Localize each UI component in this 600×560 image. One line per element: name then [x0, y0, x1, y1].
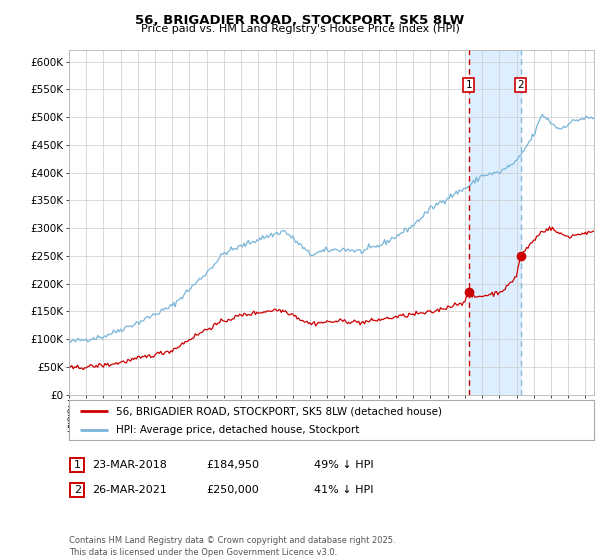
Text: 49% ↓ HPI: 49% ↓ HPI — [314, 460, 373, 470]
Text: 41% ↓ HPI: 41% ↓ HPI — [314, 485, 373, 495]
Text: 2: 2 — [74, 485, 81, 495]
Text: 23-MAR-2018: 23-MAR-2018 — [92, 460, 167, 470]
Text: £250,000: £250,000 — [206, 485, 259, 495]
Bar — [70, 483, 85, 497]
Text: £184,950: £184,950 — [206, 460, 259, 470]
Text: Price paid vs. HM Land Registry's House Price Index (HPI): Price paid vs. HM Land Registry's House … — [140, 24, 460, 34]
Text: 2: 2 — [517, 80, 524, 90]
Bar — [469, 50, 521, 395]
Bar — [70, 458, 85, 472]
Text: 56, BRIGADIER ROAD, STOCKPORT, SK5 8LW (detached house): 56, BRIGADIER ROAD, STOCKPORT, SK5 8LW (… — [116, 407, 442, 417]
Text: 56, BRIGADIER ROAD, STOCKPORT, SK5 8LW: 56, BRIGADIER ROAD, STOCKPORT, SK5 8LW — [136, 14, 464, 27]
Text: 26-MAR-2021: 26-MAR-2021 — [92, 485, 167, 495]
Text: HPI: Average price, detached house, Stockport: HPI: Average price, detached house, Stoc… — [116, 425, 359, 435]
Text: Contains HM Land Registry data © Crown copyright and database right 2025.
This d: Contains HM Land Registry data © Crown c… — [69, 536, 395, 557]
Text: 1: 1 — [74, 460, 81, 470]
Text: 1: 1 — [466, 80, 472, 90]
